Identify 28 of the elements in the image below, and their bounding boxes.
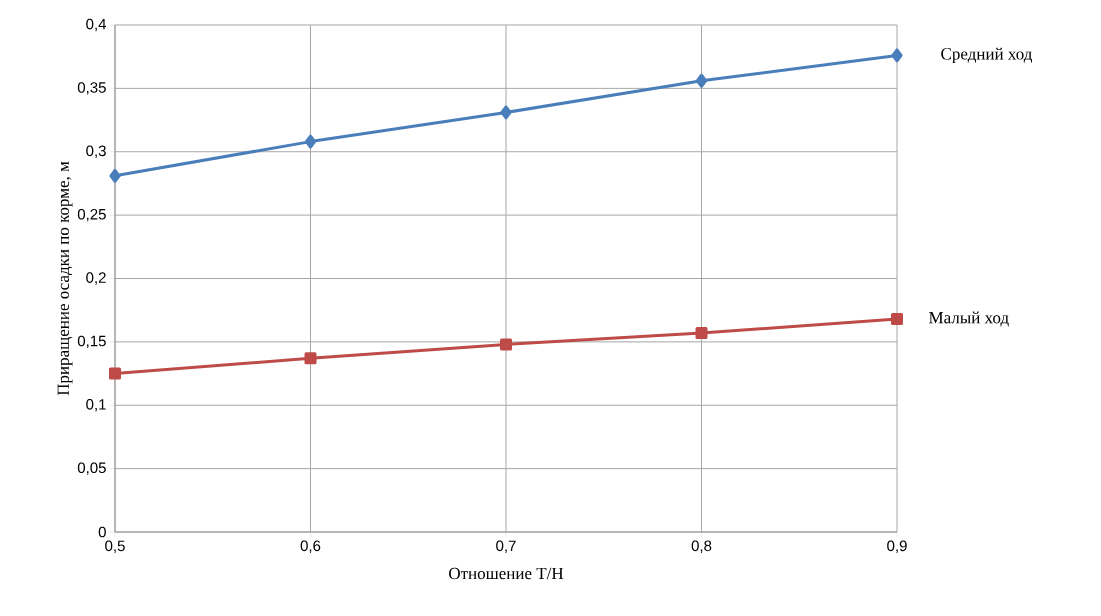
y-tick-label: 0,25	[77, 208, 106, 222]
y-tick-label: 0,35	[77, 82, 106, 95]
x-tick-label: 0,6	[300, 540, 321, 553]
point	[304, 134, 317, 149]
x-tick-label: 0,9	[887, 540, 907, 553]
y-tick-label: 0,05	[77, 462, 106, 475]
y-tick-label: 0	[98, 526, 106, 538]
point	[695, 73, 708, 88]
point	[500, 338, 512, 351]
y-tick-label: 0,3	[86, 145, 106, 158]
point	[109, 168, 121, 183]
point	[109, 367, 121, 380]
point	[891, 313, 904, 326]
y-tick-label: 0,2	[86, 272, 106, 285]
point	[304, 352, 317, 365]
point	[695, 327, 708, 339]
point	[500, 105, 512, 120]
y-tick-label: 0,4	[86, 18, 107, 32]
x-tick-label: 0,5	[105, 540, 125, 553]
series-label: Малый ход	[929, 311, 1009, 327]
y-tick-label: 0,1	[86, 399, 106, 412]
x-tick-label: 0,7	[496, 540, 516, 553]
x-tick-label: 0,8	[691, 540, 712, 553]
y-axis-title: Приращение осадки по корме, м	[57, 161, 73, 396]
y-tick-label: 0,15	[77, 335, 106, 349]
x-axis-title: Отношение T/H	[449, 567, 564, 580]
point	[891, 48, 903, 63]
text: Средний ход	[941, 47, 1033, 64]
